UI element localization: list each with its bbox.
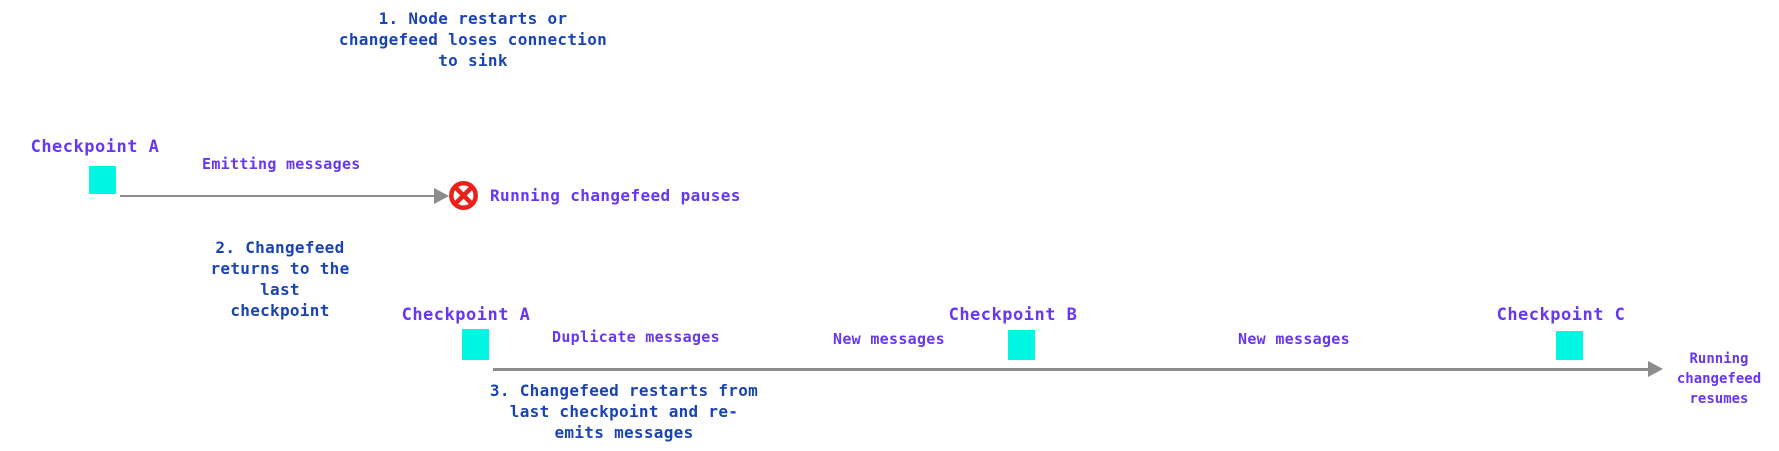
checkpoint-b-label: Checkpoint B (948, 305, 1078, 325)
note-step-1: 1. Node restarts or changefeed loses con… (338, 9, 608, 70)
note-step-2: 2. Changefeed returns to the last checkp… (210, 238, 350, 320)
checkpoint-a-marker-timeline1 (89, 166, 116, 194)
new-messages-label-1: New messages (833, 330, 945, 348)
emitting-messages-label: Emitting messages (202, 155, 361, 173)
timeline1-arrowhead-icon (434, 188, 449, 204)
checkpoint-a-label-timeline1: Checkpoint A (30, 137, 160, 157)
duplicate-messages-label: Duplicate messages (552, 328, 720, 346)
checkpoint-b-marker (1008, 330, 1035, 360)
running-changefeed-resumes-label: Running changefeed resumes (1676, 351, 1762, 407)
checkpoint-a-label-timeline2: Checkpoint A (401, 305, 531, 325)
timeline1-arrow-line (120, 195, 435, 197)
timeline2-arrowhead-icon (1648, 361, 1663, 377)
new-messages-label-2: New messages (1238, 330, 1350, 348)
note-step-3: 3. Changefeed restarts from last checkpo… (489, 381, 759, 442)
checkpoint-c-label: Checkpoint C (1496, 305, 1626, 325)
timeline2-arrow-line (493, 368, 1648, 371)
running-changefeed-pauses-label: Running changefeed pauses (490, 186, 741, 205)
changefeed-paused-icon (449, 181, 478, 210)
checkpoint-c-marker (1556, 331, 1583, 360)
checkpoint-a-marker-timeline2 (462, 329, 489, 360)
